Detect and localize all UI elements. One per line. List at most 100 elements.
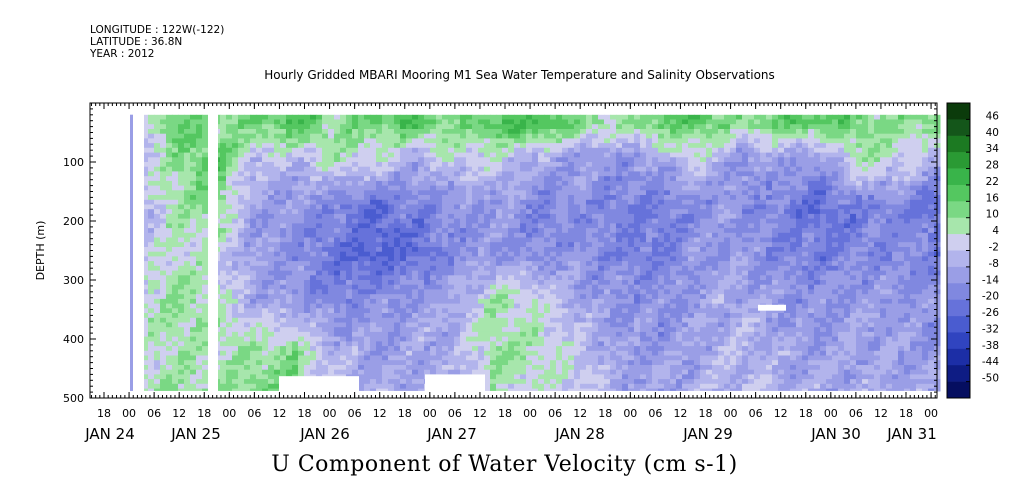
heatmap-cell bbox=[610, 256, 617, 262]
heatmap-cell bbox=[412, 346, 419, 352]
heatmap-cell bbox=[304, 129, 311, 135]
heatmap-cell bbox=[532, 147, 539, 153]
heatmap-cell bbox=[622, 388, 629, 392]
heatmap-cell bbox=[190, 147, 197, 153]
heatmap-cell bbox=[442, 284, 449, 290]
heatmap-cell bbox=[466, 218, 473, 224]
heatmap-cell bbox=[340, 294, 347, 300]
heatmap-cell bbox=[604, 365, 611, 371]
heatmap-cell bbox=[520, 313, 527, 319]
heatmap-cell bbox=[328, 180, 335, 187]
heatmap-cell bbox=[172, 176, 179, 182]
heatmap-cell bbox=[568, 218, 575, 224]
heatmap-cell bbox=[556, 322, 563, 328]
heatmap-cell bbox=[250, 251, 257, 257]
heatmap-cell bbox=[160, 124, 167, 130]
heatmap-cell bbox=[268, 289, 275, 295]
heatmap-cell bbox=[388, 114, 395, 120]
heatmap-cell bbox=[148, 331, 155, 338]
heatmap-cell bbox=[448, 195, 455, 201]
heatmap-cell bbox=[460, 138, 467, 144]
heatmap-cell bbox=[586, 228, 593, 234]
heatmap-cell bbox=[250, 143, 257, 149]
heatmap-cell bbox=[598, 346, 605, 352]
heatmap-cell bbox=[634, 228, 641, 234]
heatmap-cell bbox=[484, 298, 491, 305]
heatmap-cell bbox=[430, 185, 437, 191]
heatmap-cell bbox=[514, 242, 521, 248]
heatmap-cell bbox=[148, 166, 155, 172]
heatmap-cell bbox=[622, 124, 629, 130]
heatmap-cell bbox=[160, 294, 167, 300]
heatmap-cell bbox=[352, 242, 359, 248]
heatmap-cell bbox=[340, 336, 347, 342]
heatmap-cell bbox=[382, 280, 389, 286]
heatmap-cell bbox=[526, 228, 533, 234]
heatmap-cell bbox=[334, 331, 341, 338]
heatmap-cell bbox=[478, 313, 485, 319]
heatmap-cell bbox=[232, 336, 239, 342]
heatmap-cell bbox=[262, 308, 269, 314]
heatmap-cell bbox=[406, 294, 413, 300]
heatmap-cell bbox=[316, 331, 323, 338]
heatmap-cell bbox=[388, 317, 395, 323]
heatmap-cell bbox=[574, 209, 581, 215]
heatmap-cell bbox=[454, 185, 461, 191]
heatmap-cell bbox=[610, 176, 617, 182]
heatmap-cell bbox=[190, 346, 197, 352]
heatmap-cell bbox=[466, 275, 473, 281]
heatmap-cell bbox=[586, 261, 593, 267]
heatmap-cell bbox=[268, 365, 275, 371]
heatmap-cell bbox=[622, 270, 629, 276]
heatmap-cell bbox=[322, 360, 329, 366]
heatmap-cell bbox=[256, 180, 263, 187]
heatmap-cell bbox=[316, 369, 323, 375]
heatmap-cell bbox=[268, 383, 275, 389]
heatmap-cell bbox=[430, 114, 437, 120]
heatmap-cell bbox=[280, 261, 287, 267]
heatmap-cell bbox=[610, 350, 617, 356]
heatmap-cell bbox=[520, 247, 527, 253]
heatmap-cell bbox=[286, 360, 293, 366]
heatmap-cell bbox=[562, 298, 569, 305]
heatmap-cell bbox=[466, 204, 473, 210]
heatmap-cell bbox=[436, 346, 443, 352]
heatmap-cell bbox=[502, 360, 509, 366]
heatmap-cell bbox=[154, 350, 161, 356]
heatmap-cell bbox=[412, 355, 419, 361]
heatmap-cell bbox=[580, 147, 587, 153]
heatmap-cell bbox=[430, 313, 437, 319]
heatmap-cell bbox=[628, 242, 635, 248]
heatmap-cell bbox=[538, 232, 545, 238]
heatmap-cell bbox=[328, 346, 335, 352]
heatmap-cell bbox=[634, 223, 641, 229]
heatmap-cell bbox=[610, 308, 617, 314]
heatmap-cell bbox=[562, 124, 569, 130]
heatmap-cell bbox=[340, 327, 347, 333]
heatmap-cell bbox=[598, 322, 605, 328]
heatmap-cell bbox=[268, 133, 275, 139]
heatmap-cell bbox=[616, 379, 623, 385]
heatmap-cell bbox=[394, 256, 401, 262]
heatmap-cell bbox=[346, 185, 353, 191]
heatmap-cell bbox=[610, 166, 617, 172]
heatmap-cell bbox=[352, 317, 359, 323]
heatmap-cell bbox=[472, 119, 479, 125]
heatmap-cell bbox=[586, 213, 593, 220]
heatmap-cell bbox=[310, 261, 317, 267]
heatmap-cell bbox=[286, 232, 293, 238]
heatmap-cell bbox=[142, 313, 149, 319]
heatmap-cell bbox=[538, 133, 545, 139]
heatmap-cell bbox=[610, 209, 617, 215]
heatmap-cell bbox=[172, 185, 179, 191]
heatmap-cell bbox=[280, 303, 287, 309]
heatmap-cell bbox=[292, 270, 299, 276]
heatmap-cell bbox=[634, 171, 641, 177]
heatmap-cell bbox=[382, 232, 389, 238]
heatmap-cell bbox=[292, 350, 299, 356]
heatmap-cell bbox=[292, 143, 299, 149]
heatmap-cell bbox=[196, 294, 203, 300]
heatmap-cell bbox=[556, 247, 563, 253]
heatmap-cell bbox=[382, 265, 389, 271]
heatmap-cell bbox=[268, 336, 275, 342]
